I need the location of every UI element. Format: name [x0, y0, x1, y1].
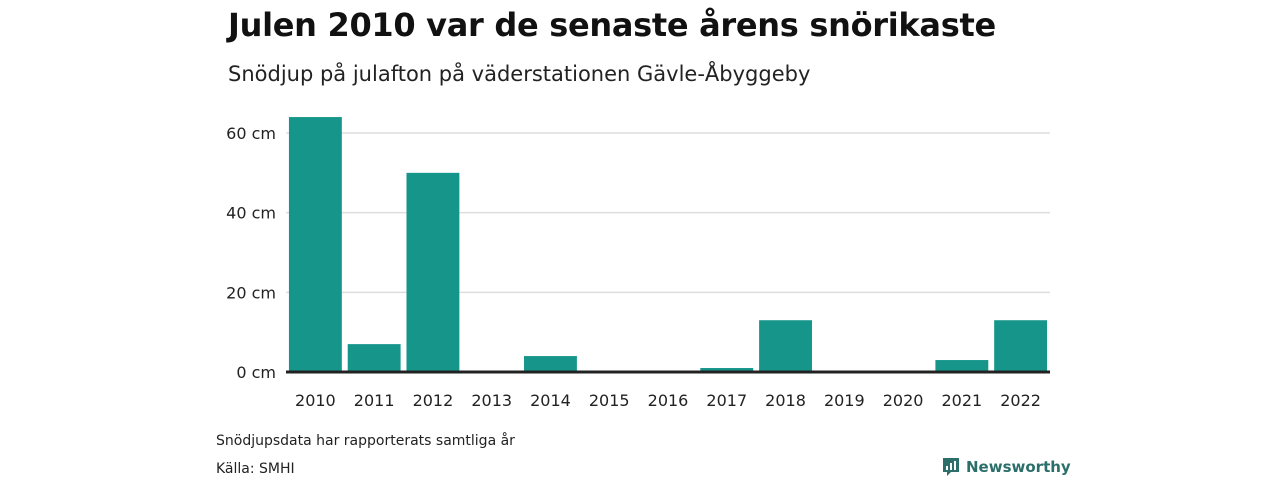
bar-2010[interactable] [288, 117, 342, 372]
bar-2012[interactable] [406, 172, 460, 372]
bar-chart: 0 cm 20 cm 40 cm 60 cm 2010 2011 2012 2013 2014 2… [226, 117, 1050, 410]
x-tick-label: 2012 [413, 391, 454, 410]
x-tick-label: 2016 [648, 391, 689, 410]
x-tick-label: 2020 [883, 391, 924, 410]
x-tick-label: 2021 [941, 391, 982, 410]
y-tick-label: 20 cm [226, 283, 276, 302]
y-tick-label: 40 cm [226, 204, 276, 223]
brand-logo[interactable]: Newsworthy [942, 457, 1071, 477]
brand-name: Newsworthy [966, 458, 1071, 476]
x-tick-label: 2014 [530, 391, 571, 410]
x-tick-label: 2022 [1000, 391, 1041, 410]
bar-2022[interactable] [994, 320, 1048, 372]
x-tick-label: 2011 [354, 391, 395, 410]
bar-2021[interactable] [935, 360, 989, 372]
chart-title: Julen 2010 var de senaste årens snörikas… [228, 6, 996, 44]
chart-subtitle: Snödjup på julafton på väderstationen Gä… [228, 62, 811, 86]
x-tick-label: 2017 [706, 391, 747, 410]
x-tick-label: 2010 [295, 391, 336, 410]
bar-2014[interactable] [524, 356, 577, 372]
y-tick-label: 60 cm [226, 124, 276, 143]
newsworthy-logo-icon [943, 458, 959, 476]
bar-2017[interactable] [700, 368, 754, 372]
source-note: Källa: SMHI [216, 461, 295, 477]
x-tick-label: 2019 [824, 391, 865, 410]
x-tick-label: 2013 [471, 391, 512, 410]
y-tick-label: 0 cm [236, 363, 276, 382]
bar-2018[interactable] [759, 320, 812, 372]
bar-2011[interactable] [347, 344, 401, 372]
data-note: Snödjupsdata har rapporterats samtliga å… [216, 433, 515, 449]
x-tick-label: 2018 [765, 391, 806, 410]
x-tick-label: 2015 [589, 391, 630, 410]
